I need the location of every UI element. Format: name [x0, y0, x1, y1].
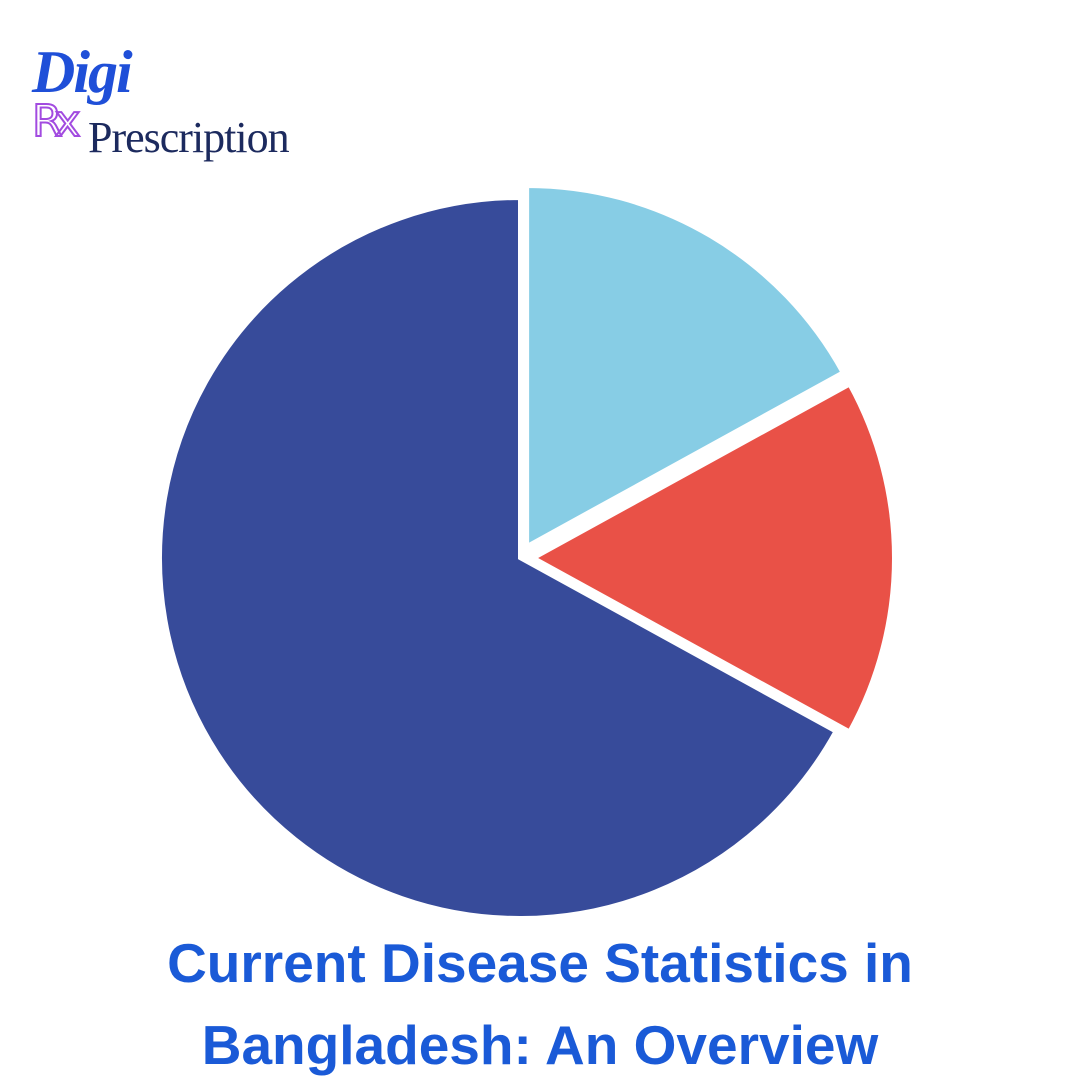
- chart-title: Current Disease Statistics in Bangladesh…: [167, 932, 913, 1076]
- pie-slice: [529, 381, 896, 735]
- logo-brand: Digi: [32, 39, 133, 105]
- pie-slice: [525, 183, 846, 550]
- pie-slice: [158, 195, 839, 920]
- logo-tagline: Prescription: [88, 113, 290, 162]
- chart: [158, 183, 896, 920]
